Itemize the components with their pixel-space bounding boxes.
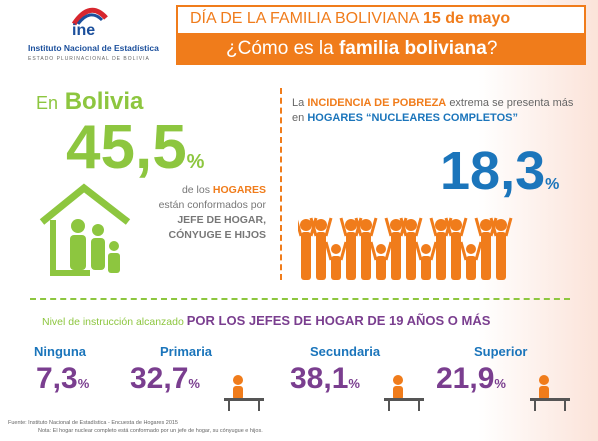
right-text: La INCIDENCIA DE POBREZA extrema se pres… (292, 96, 584, 126)
left-line4: CÓNYUGE E HIJOS (168, 229, 266, 241)
left-number: 45,5 (66, 113, 187, 182)
person-head (345, 219, 357, 231)
person-head (390, 219, 402, 231)
org-sub: ESTADO PLURINACIONAL DE BOLIVIA (28, 56, 150, 62)
subtitle-em: familia boliviana (338, 38, 487, 59)
level-value: 7,3% (36, 362, 89, 396)
person-body (496, 232, 506, 280)
level-name: Secundaria (310, 344, 381, 359)
level-icon (530, 375, 570, 411)
person-body (361, 232, 371, 280)
level-number: 32,7 (130, 362, 189, 395)
level-icon (224, 375, 264, 411)
level-unit: % (188, 376, 200, 391)
level-icon (384, 375, 424, 411)
person-body (436, 232, 446, 280)
left-line1-em: HOGARES (212, 184, 266, 196)
title-date: 15 de mayo (423, 10, 511, 27)
person-body (466, 256, 476, 280)
person-body (316, 232, 326, 280)
subtitle-box (176, 33, 586, 65)
level-number: 21,9 (436, 362, 495, 395)
left-line1: de los (181, 184, 210, 196)
left-line2: están conformados por (158, 199, 266, 211)
right-t1-em: INCIDENCIA DE POBREZA (307, 97, 447, 109)
person-body (481, 232, 491, 280)
logo-mark (71, 7, 108, 26)
person-arms (369, 241, 393, 261)
level-name: Primaria (160, 344, 213, 359)
level-number: 38,1 (290, 362, 349, 395)
left-text: de los HOGARES están conformados por JEF… (130, 183, 266, 243)
person-body (391, 232, 401, 280)
level-name: Superior (474, 344, 528, 359)
level-name: Ninguna (34, 344, 86, 359)
edu-intro-text: Nivel de instrucción alcanzado (42, 316, 184, 328)
person-arms (444, 217, 468, 237)
level-value: 32,7% (130, 362, 200, 396)
person-head (466, 244, 476, 254)
person-arms (414, 241, 438, 261)
subtitle-pre: ¿Cómo es la (226, 38, 334, 59)
person-head (331, 244, 341, 254)
level-value: 21,9% (436, 362, 506, 396)
person-body (346, 232, 356, 280)
place: Bolivia (64, 88, 144, 115)
title-pre: DÍA DE LA FAMILIA BOLIVIANA (190, 10, 419, 27)
title-box (176, 5, 586, 35)
person-body (406, 232, 416, 280)
level-unit: % (494, 376, 506, 391)
person-head (495, 219, 507, 231)
person-body (301, 232, 311, 280)
left-line3: JEFE DE HOGAR, (177, 214, 266, 226)
right-t2-em: HOGARES “NUCLEARES COMPLETOS” (307, 112, 518, 124)
crowd-icon (298, 217, 513, 280)
person-head (360, 219, 372, 231)
edu-intro-em: POR LOS JEFES DE HOGAR DE 19 AÑOS O MÁS (186, 313, 491, 328)
person-head (435, 219, 447, 231)
left-value: 45,5% (66, 112, 204, 183)
house-icon (39, 183, 131, 276)
person-arms (324, 241, 348, 261)
right-t2: extrema se presenta más en (292, 97, 574, 124)
subtitle-post: ? (486, 38, 498, 59)
level-unit: % (77, 376, 90, 391)
person-body (421, 256, 431, 280)
place-pre: En (36, 93, 59, 113)
person-arms (309, 217, 333, 237)
footer-source: Fuente: Instituto Nacional de Estadístic… (8, 420, 178, 426)
person-head (421, 244, 431, 254)
right-unit: % (545, 176, 560, 193)
level-unit: % (348, 376, 360, 391)
logo-text: ine (72, 22, 96, 39)
right-value: 18,3% (440, 140, 559, 202)
person-arms (354, 217, 378, 237)
edu-intro: Nivel de instrucción alcanzado POR LOS J… (42, 313, 490, 328)
right-t1: La (292, 97, 305, 109)
person-head (376, 244, 386, 254)
person-body (376, 256, 386, 280)
org-name: Instituto Nacional de Estadística (28, 43, 159, 53)
subtitle: ¿Cómo es la familia boliviana? (226, 38, 497, 60)
person-head (300, 219, 312, 231)
separator (30, 298, 570, 300)
person-arms (489, 217, 513, 237)
person-arms (399, 217, 423, 237)
left-unit: % (186, 151, 205, 173)
person-head (315, 219, 327, 231)
footer-note: Nota: El hogar nuclear completo está con… (38, 428, 263, 434)
person-body (331, 256, 341, 280)
level-number: 7,3 (36, 362, 78, 395)
person-head (450, 219, 462, 231)
person-head (480, 219, 492, 231)
person-arms (459, 241, 483, 261)
divider (280, 88, 282, 280)
right-number: 18,3 (440, 141, 546, 201)
place-line: En Bolivia (36, 88, 143, 116)
title: DÍA DE LA FAMILIA BOLIVIANA 15 de mayo (190, 10, 510, 28)
person-head (405, 219, 417, 231)
level-value: 38,1% (290, 362, 360, 396)
person-body (451, 232, 461, 280)
